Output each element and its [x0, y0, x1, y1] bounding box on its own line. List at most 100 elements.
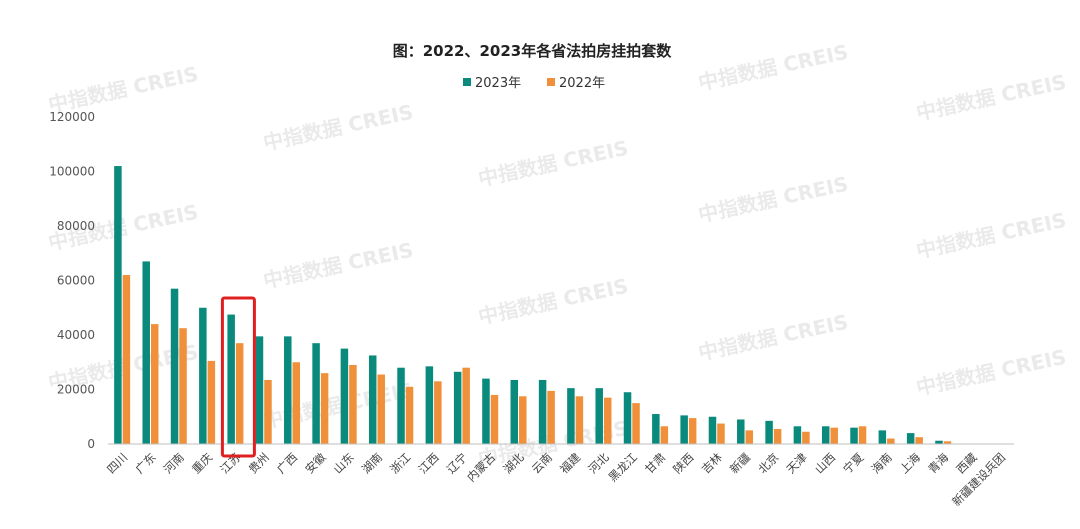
bar-2022 — [858, 426, 867, 444]
brand-label: 大数跨境 — [52, 498, 120, 519]
bar-2023 — [821, 426, 830, 444]
bar-2023 — [114, 166, 122, 445]
x-tick-label: 江西 — [416, 450, 442, 476]
bar-2022 — [349, 364, 357, 444]
legend-label: 2023年 — [475, 76, 521, 91]
bar-2023 — [453, 371, 462, 444]
bar-2022 — [519, 396, 527, 444]
y-tick-label: 60000 — [57, 274, 95, 288]
watermark-text: 中指数据 CREIS — [261, 100, 415, 155]
legend-swatch — [547, 78, 555, 86]
y-tick-label: 0 — [87, 437, 95, 451]
bar-2023 — [482, 378, 490, 444]
bar-2023 — [906, 433, 915, 444]
bar-2022 — [830, 427, 838, 444]
y-axis: 0 20000 40000 60000 80000 100000 120000 — [49, 110, 95, 451]
bar-2023 — [680, 415, 688, 444]
bar-2022 — [434, 381, 442, 444]
bar-2023 — [227, 314, 235, 444]
bar-2023 — [538, 379, 547, 444]
bar-2023 — [510, 379, 519, 444]
bar-2023 — [425, 366, 434, 444]
x-tick-label: 广东 — [132, 450, 158, 476]
bar-2023 — [652, 414, 660, 444]
y-tick-label: 80000 — [57, 219, 95, 233]
bar-2022 — [292, 362, 301, 444]
x-tick-label: 宁夏 — [840, 450, 867, 477]
bar-2022 — [462, 367, 470, 444]
x-tick-label: 吉林 — [699, 450, 726, 477]
x-tick-label: 甘肃 — [642, 450, 668, 476]
bar-2022 — [632, 403, 640, 444]
y-tick-label: 20000 — [57, 383, 95, 397]
watermark-text: 中指数据 CREIS — [914, 208, 1068, 263]
bar-2022 — [264, 379, 272, 444]
watermark-text: 中指数据 CREIS — [476, 136, 630, 191]
chart-title: 图：2022、2023年各省法拍房挂拍套数 — [393, 42, 672, 60]
y-tick-label: 120000 — [49, 110, 95, 124]
legend-label: 2022年 — [559, 76, 605, 91]
bar-2023 — [595, 388, 603, 444]
y-tick-label: 40000 — [57, 328, 95, 342]
bar-2022 — [547, 390, 555, 444]
bar-2022 — [773, 429, 782, 444]
x-tick-label: 海南 — [869, 450, 895, 476]
x-tick-label: 天津 — [784, 450, 810, 476]
bar-2023 — [708, 416, 717, 444]
x-tick-label: 黑龙江 — [606, 450, 641, 485]
bar-2022 — [490, 394, 499, 444]
bar-2023 — [255, 336, 264, 444]
bar-2023 — [765, 420, 773, 444]
x-tick-label: 北京 — [755, 450, 781, 476]
bar-2022 — [887, 438, 895, 444]
bar-2022 — [377, 374, 385, 444]
bar-2023 — [793, 426, 802, 444]
bar-2023 — [878, 430, 887, 444]
bar-2023 — [397, 367, 405, 444]
x-tick-label: 重庆 — [189, 450, 216, 477]
bar-2022 — [405, 386, 414, 444]
bar-2022 — [575, 396, 584, 444]
x-tick-label: 湖南 — [359, 450, 385, 476]
bars — [114, 166, 952, 445]
y-tick-label: 100000 — [49, 165, 95, 179]
x-tick-label: 上海 — [897, 450, 924, 477]
bar-2023 — [199, 307, 207, 444]
bar-2022 — [660, 426, 669, 444]
watermark-text: 中指数据 CREIS — [696, 40, 850, 95]
bar-2022 — [603, 397, 612, 444]
bar-2023 — [284, 336, 292, 444]
bar-2023 — [567, 388, 575, 444]
x-tick-label: 新疆 — [727, 450, 754, 477]
watermark-text: 中指数据 CREIS — [696, 172, 850, 227]
bar-2022 — [235, 343, 244, 444]
x-tick-label: 广西 — [274, 450, 300, 476]
bar-2023 — [170, 288, 179, 444]
bar-2022 — [717, 423, 725, 444]
brand: 大数跨境 — [11, 498, 120, 519]
x-tick-label: 四川 — [104, 450, 130, 476]
bar-2022 — [320, 373, 329, 444]
brand-logo-icon — [11, 498, 42, 516]
bar-2022 — [150, 324, 159, 444]
bar-2023 — [737, 419, 745, 444]
bar-2023 — [142, 261, 150, 444]
x-tick-label: 安徽 — [302, 450, 329, 477]
x-tick-label: 贵州 — [246, 450, 272, 476]
watermark-text: 中指数据 CREIS — [914, 70, 1068, 125]
bar-2023 — [340, 348, 349, 444]
x-tick-label: 山东 — [331, 450, 357, 476]
highlight-box — [220, 296, 256, 458]
bar-2022 — [745, 430, 754, 444]
bar-2022 — [122, 275, 131, 444]
watermark-text: 中指数据 CREIS — [261, 238, 415, 293]
x-tick-label: 新疆建设兵团 — [949, 450, 1008, 509]
bar-2022 — [943, 441, 952, 444]
x-tick-label: 山西 — [812, 450, 838, 476]
legend: 2023年 2022年 — [463, 76, 605, 91]
bar-2023 — [623, 392, 632, 444]
x-tick-label: 河南 — [161, 450, 187, 476]
bar-2023 — [368, 355, 377, 444]
